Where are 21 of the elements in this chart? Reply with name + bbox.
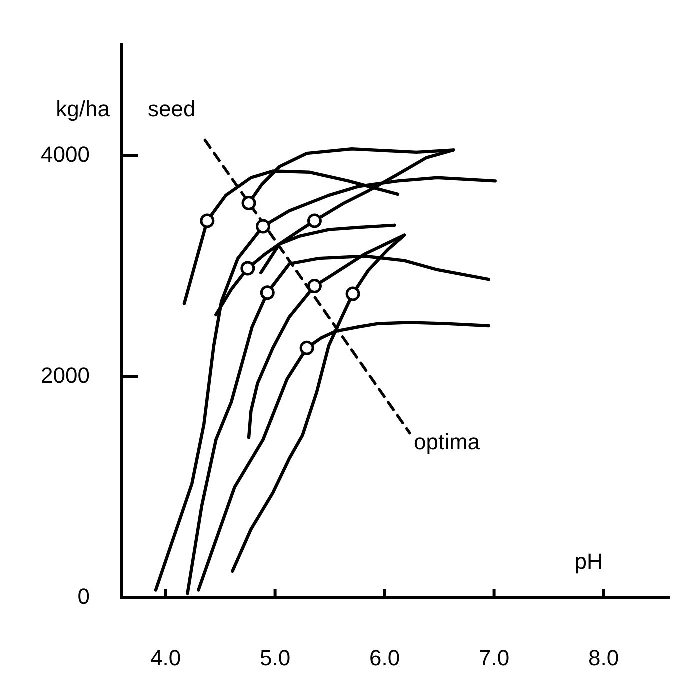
x-tick-label: 8.0 (588, 645, 620, 670)
x-tick-label: 7.0 (479, 645, 510, 670)
series-label: optima (414, 429, 481, 454)
point (242, 196, 256, 211)
x-tick-label: 6.0 (370, 645, 400, 670)
point (200, 214, 215, 228)
y-tick-label: 0 (78, 584, 90, 610)
text: seed (148, 96, 196, 122)
y-tick-label: 2000 (41, 362, 90, 388)
y-axis-title: kg/ha (56, 96, 111, 122)
y-tick-label: 4000 (41, 142, 90, 167)
x-tick-label: 4.0 (150, 645, 182, 670)
x-axis-title: pH (574, 549, 603, 574)
point (300, 340, 314, 356)
point (307, 278, 322, 294)
point (240, 261, 256, 276)
point (307, 214, 322, 228)
point (346, 286, 360, 302)
x-tick-label: 5.0 (260, 645, 291, 670)
point (256, 219, 271, 234)
point (260, 286, 275, 300)
